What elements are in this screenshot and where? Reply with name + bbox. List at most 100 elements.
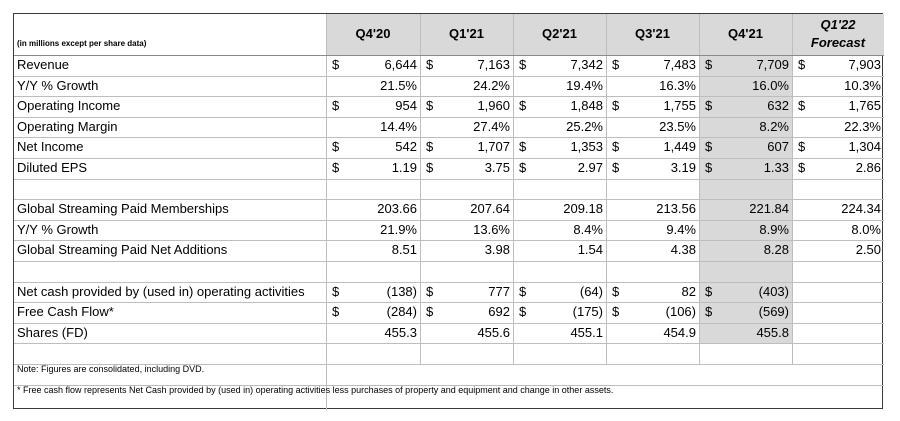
currency-symbol: $ [705,139,713,155]
table-cell-value: 16.0% [752,77,789,93]
column-divider [699,14,700,364]
table-cell-value: (284) [386,304,417,320]
currency-symbol: $ [519,57,527,72]
table-cell-value: 455.1 [570,324,603,340]
units-note: (in millions except per share data) [17,39,147,48]
column-divider [326,14,327,410]
table-cell-value: 203.66 [377,201,417,217]
table-cell-value: 25.2% [566,118,603,134]
currency-symbol: $ [426,160,434,175]
footnote: * Free cash flow represents Net Cash pro… [17,384,614,395]
row-divider [14,322,884,324]
period-header: Q1'21 [449,26,484,41]
financial-summary-table: (in millions except per share data) Q4'20… [13,13,884,410]
table-cell-value: 2.50 [855,242,881,258]
currency-symbol: $ [332,98,340,114]
table-cell-value: 542 [395,139,417,155]
currency-symbol: $ [519,139,527,155]
row-divider [14,302,884,304]
period-header: Q4'21 [728,26,763,41]
table-cell-value: 455.8 [756,324,789,340]
table-cell-value: 14.4% [380,118,417,134]
table-cell-value: (569) [758,304,789,320]
row-label: Net Income [17,139,84,155]
row-label: Operating Income [17,98,121,114]
row-divider [14,178,884,180]
table-cell-value: 13.6% [473,221,510,237]
table-cell-value: 1,707 [477,139,510,155]
table-cell-value: (138) [386,283,417,299]
table-cell-value: 213.56 [656,201,696,217]
table-cell-value: 6,644 [384,57,417,72]
row-divider [14,343,884,345]
currency-symbol: $ [705,57,713,72]
currency-symbol: $ [705,98,713,114]
table-cell-value: 10.3% [844,77,881,93]
table-cell-value: 22.3% [844,118,881,134]
currency-symbol: $ [426,304,434,320]
row-divider [14,261,884,262]
currency-symbol: $ [332,160,340,175]
table-cell-value: 777 [488,283,510,299]
table-cell-value: 632 [767,98,789,114]
currency-symbol: $ [798,57,806,72]
table-cell-value: 23.5% [659,118,696,134]
header-background [326,14,884,55]
currency-symbol: $ [798,139,806,155]
table-cell-value: 3.19 [670,160,696,175]
table-cell-value: 7,483 [663,57,696,72]
currency-symbol: $ [612,160,620,175]
currency-symbol: $ [332,304,340,320]
row-divider [14,137,884,139]
row-label: Y/Y % Growth [17,77,99,93]
column-divider [420,14,421,364]
period-header-forecast: Q1'22 [820,17,856,32]
table-cell-value: (64) [579,283,603,299]
header-divider [14,55,884,56]
table-cell-value: 209.18 [563,201,603,217]
currency-symbol: $ [332,57,340,72]
table-cell-value: 1,449 [663,139,696,155]
table-cell-value: 8.4% [573,221,603,237]
table-cell-value: 954 [395,98,417,114]
table-cell-value: 7,709 [756,57,789,72]
column-divider [792,14,793,364]
table-cell-value: 1,353 [570,139,603,155]
period-header: Q2'21 [542,26,577,41]
currency-symbol: $ [705,283,713,299]
row-label: Global Streaming Paid Memberships [17,201,229,217]
table-cell-value: 21.5% [380,77,417,93]
row-label: Global Streaming Paid Net Additions [17,242,228,258]
table-cell-value: 82 [681,283,696,299]
currency-symbol: $ [612,139,620,155]
row-divider [14,364,884,365]
currency-symbol: $ [798,98,806,114]
table-cell-value: 21.9% [380,221,417,237]
row-divider [14,96,884,98]
row-divider [14,240,884,242]
currency-symbol: $ [519,304,527,320]
table-cell-value: 7,903 [848,57,881,72]
table-cell-value: 1.33 [763,160,789,175]
table-cell-value: 3.98 [484,242,510,258]
currency-symbol: $ [426,139,434,155]
table-cell-value: 8.9% [759,221,789,237]
table-cell-value: (403) [758,283,789,299]
row-divider [14,384,884,386]
table-cell-value: 2.97 [577,160,603,175]
currency-symbol: $ [426,98,434,114]
table-cell-value: (175) [572,304,603,320]
row-divider [14,158,884,159]
table-cell-value: 8.0% [851,221,881,237]
currency-symbol: $ [612,57,620,72]
row-label: Y/Y % Growth [17,221,99,237]
row-divider [14,219,884,221]
table-cell-value: 1,755 [663,98,696,114]
currency-symbol: $ [705,160,713,175]
currency-symbol: $ [519,160,527,175]
table-cell-value: 1.54 [577,242,603,258]
table-cell-value: 692 [488,304,510,320]
table-cell-value: 7,342 [570,57,603,72]
table-cell-value: 207.64 [470,201,510,217]
table-cell-value: 455.3 [384,324,417,340]
